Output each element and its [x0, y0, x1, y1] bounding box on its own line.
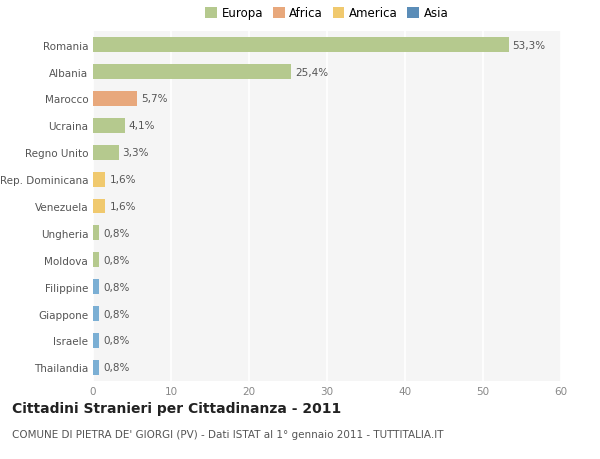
Text: 0,8%: 0,8% [103, 255, 130, 265]
Text: Cittadini Stranieri per Cittadinanza - 2011: Cittadini Stranieri per Cittadinanza - 2… [12, 402, 341, 415]
Text: 53,3%: 53,3% [512, 40, 546, 50]
Legend: Europa, Africa, America, Asia: Europa, Africa, America, Asia [203, 5, 451, 23]
Bar [93, 280, 99, 294]
Text: COMUNE DI PIETRA DE' GIORGI (PV) - Dati ISTAT al 1° gennaio 2011 - TUTTITALIA.IT: COMUNE DI PIETRA DE' GIORGI (PV) - Dati … [12, 429, 443, 439]
Text: 1,6%: 1,6% [109, 175, 136, 185]
Bar [93, 307, 99, 321]
Bar [93, 199, 106, 214]
Text: 4,1%: 4,1% [129, 121, 155, 131]
Bar [93, 172, 106, 187]
Text: 0,8%: 0,8% [103, 363, 130, 373]
Text: 25,4%: 25,4% [295, 67, 328, 78]
Bar [93, 146, 119, 160]
Bar [93, 360, 99, 375]
Text: 0,8%: 0,8% [103, 309, 130, 319]
Text: 0,8%: 0,8% [103, 229, 130, 238]
Text: 0,8%: 0,8% [103, 282, 130, 292]
Bar [93, 226, 99, 241]
Bar [93, 333, 99, 348]
Bar [93, 38, 509, 53]
Text: 0,8%: 0,8% [103, 336, 130, 346]
Text: 1,6%: 1,6% [109, 202, 136, 212]
Text: 3,3%: 3,3% [122, 148, 149, 158]
Bar [93, 92, 137, 106]
Bar [93, 253, 99, 268]
Bar [93, 119, 125, 134]
Text: 5,7%: 5,7% [142, 94, 168, 104]
Bar [93, 65, 291, 80]
